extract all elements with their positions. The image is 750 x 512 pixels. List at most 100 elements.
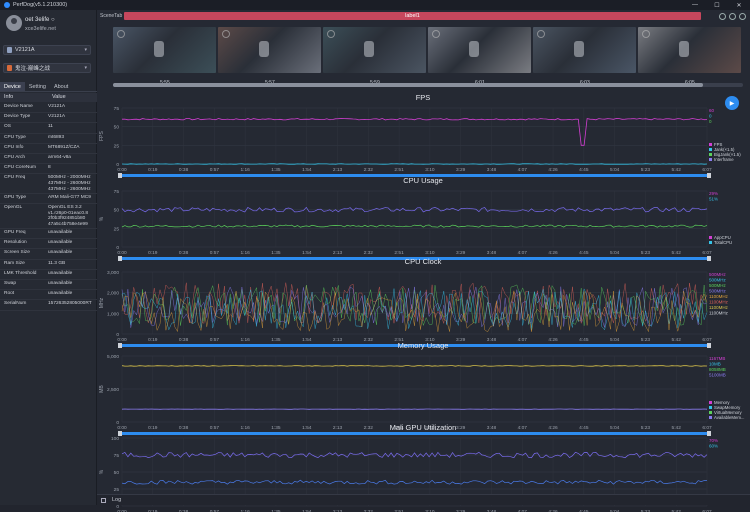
legend-swatch <box>709 143 712 146</box>
thumbnail-scrollbar[interactable] <box>113 83 743 87</box>
tab-device[interactable]: Device <box>0 82 25 91</box>
x-tick-label: 2:13 <box>333 250 343 256</box>
scrollbar-thumb[interactable] <box>113 83 703 87</box>
device-select-value: V2121A <box>15 47 35 53</box>
screenshot-thumbnail[interactable] <box>533 27 636 73</box>
legend-entry: Interframe <box>714 157 734 162</box>
log-bar: Log <box>97 494 750 505</box>
x-tick-label: 0:00 <box>117 425 127 431</box>
x-tick-label: 2:13 <box>333 167 343 173</box>
screenshot-thumbnail[interactable] <box>113 27 216 73</box>
legend-swatch <box>709 401 712 404</box>
x-tick-label: 4:07 <box>518 425 528 431</box>
y-tick-label: 25 <box>114 226 120 232</box>
x-tick-label: 0:57 <box>210 167 220 173</box>
screenshot-thumbnail[interactable] <box>428 27 531 73</box>
x-tick-label: 2:51 <box>394 250 404 256</box>
x-tick-label: 3:48 <box>487 337 497 343</box>
x-tick-label: 4:45 <box>579 425 589 431</box>
x-tick-label: 5:23 <box>641 337 651 343</box>
chevron-down-icon: ▾ <box>84 47 87 53</box>
app-logo-icon <box>4 2 10 8</box>
x-tick-label: 5:42 <box>672 250 682 256</box>
close-button[interactable]: ✕ <box>728 0 750 10</box>
chevron-down-icon: ▾ <box>84 65 87 71</box>
x-tick-label: 1:35 <box>271 250 281 256</box>
scene-bar: SceneTab label1 <box>97 11 750 21</box>
y-tick-label: 25 <box>114 143 120 149</box>
x-tick-label: 0:38 <box>179 250 189 256</box>
legend-value: 10MB <box>709 362 721 367</box>
chart-title: CPU Usage <box>403 176 443 185</box>
tab-about[interactable]: About <box>50 82 72 91</box>
range-handle-left <box>118 343 122 348</box>
screenshot-thumbnail[interactable] <box>638 27 741 73</box>
legend-swatch <box>709 241 712 244</box>
x-tick-label: 4:07 <box>518 250 528 256</box>
chart-title: Memory Usage <box>398 341 449 350</box>
x-tick-label: 1:54 <box>302 337 312 343</box>
maximize-button[interactable]: ☐ <box>706 0 728 10</box>
chart-title: FPS <box>416 93 431 102</box>
y-tick-label: 75 <box>114 106 120 112</box>
scene-label-bar[interactable]: label1 <box>124 12 701 20</box>
info-value: 11.3 GB <box>48 260 97 269</box>
info-value: 11 <box>48 123 97 132</box>
range-handle-right <box>707 343 711 348</box>
info-value: unavailable <box>48 270 97 279</box>
x-tick-label: 3:29 <box>456 425 466 431</box>
window-title: PerfDog(v5.1.210300) <box>13 2 67 8</box>
x-tick-label: 6:07 <box>702 167 712 173</box>
location-icon[interactable] <box>719 13 726 20</box>
log-toggle-checkbox[interactable] <box>101 498 106 503</box>
x-tick-label: 5:04 <box>610 250 620 256</box>
avatar[interactable] <box>6 15 22 31</box>
info-key: Ram Size <box>0 260 48 269</box>
x-tick-label: 0:00 <box>117 337 127 343</box>
tab-setting[interactable]: Setting <box>25 82 50 91</box>
info-value: 8 <box>48 164 97 173</box>
sidebar-tabs: Device Setting About <box>0 82 97 92</box>
axis-label: MHz <box>99 297 105 308</box>
user-email: xce3elife.net <box>25 26 56 32</box>
info-value: unavailable <box>48 290 97 299</box>
x-tick-label: 3:10 <box>425 167 435 173</box>
range-handle-right <box>707 431 711 436</box>
range-handle-right <box>707 173 711 178</box>
legend-value: 1167MB <box>709 356 725 361</box>
sidebar: oet 3elife ○ xce3elife.net V2121A ▾ 鬼泣-巅… <box>0 10 97 505</box>
device-select[interactable]: V2121A ▾ <box>3 45 91 55</box>
legend-swatch <box>709 406 712 409</box>
app-select[interactable]: 鬼泣-巅峰之战 ▾ <box>3 63 91 73</box>
minimize-button[interactable]: — <box>684 0 706 10</box>
legend-swatch <box>709 148 712 151</box>
legend-value: 70% <box>709 438 718 443</box>
log-label[interactable]: Log <box>112 497 121 503</box>
user-name: oet 3elife ○ <box>25 17 55 23</box>
x-tick-label: 6:07 <box>702 250 712 256</box>
legend-value: 0 <box>709 119 712 124</box>
info-value: ARM Mali-G77 MC9 <box>48 194 97 203</box>
x-tick-label: 0:00 <box>117 167 127 173</box>
cloud-icon[interactable] <box>739 13 746 20</box>
x-tick-label: 0:57 <box>210 337 220 343</box>
settings-icon[interactable] <box>729 13 736 20</box>
x-tick-label: 3:48 <box>487 167 497 173</box>
x-tick-label: 2:32 <box>364 425 374 431</box>
screenshot-thumbnail[interactable] <box>323 27 426 73</box>
x-tick-label: 1:54 <box>302 425 312 431</box>
x-tick-label: 5:23 <box>641 250 651 256</box>
screenshot-thumbnail[interactable] <box>218 27 321 73</box>
y-tick-label: 75 <box>114 189 120 195</box>
legend-entry: AvailableMem... <box>714 415 745 420</box>
